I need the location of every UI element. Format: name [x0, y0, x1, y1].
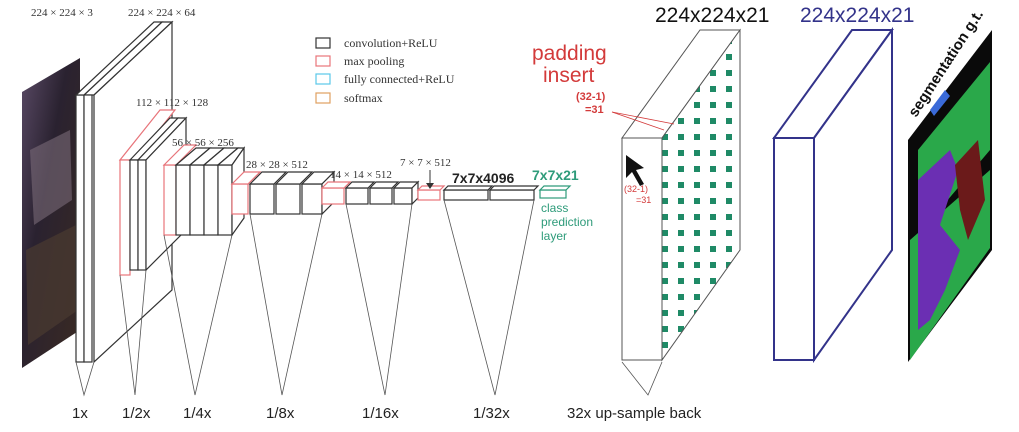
text-layer: 224 × 224 × 3 224 × 224 × 64 112 × 112 ×…: [31, 4, 987, 422]
dim-class: 7x7x21: [532, 167, 579, 183]
side-formula-1: (32-1): [624, 184, 648, 194]
scale-upsample: 32x up-sample back: [567, 405, 702, 422]
input-image: [22, 58, 80, 368]
scale-1x: 1x: [72, 405, 88, 422]
class-pred-line2: prediction: [541, 215, 593, 229]
upsampled-label: 224x224x21: [655, 4, 769, 27]
scale-1-2x: 1/2x: [122, 405, 151, 422]
dim-conv4: 28 × 28 × 512: [246, 159, 308, 171]
dim-conv1: 224 × 224 × 64: [128, 7, 196, 19]
class-pred-line3: layer: [541, 229, 567, 243]
scale-1-8x: 1/8x: [266, 405, 295, 422]
side-formula-2: =31: [636, 195, 651, 205]
legend-pool: max pooling: [344, 54, 404, 68]
output-block: [772, 26, 894, 364]
scale-1-32x: 1/32x: [473, 405, 510, 422]
padding-formula-1: (32-1): [576, 91, 606, 103]
conv4-block: [230, 170, 336, 216]
upsampled-block: [611, 28, 741, 362]
scale-funnels: [75, 199, 663, 397]
dim-fc: 7x7x4096: [452, 170, 515, 186]
legend-swatches: [315, 37, 331, 104]
cursor-icon: [626, 155, 644, 186]
output-label: 224x224x21: [800, 4, 914, 27]
conv3-block: [162, 144, 246, 237]
conv1-block: [74, 20, 174, 364]
class-pred-line1: class: [541, 201, 568, 215]
scale-1-16x: 1/16x: [362, 405, 399, 422]
dim-conv5: 14 × 14 × 512: [330, 169, 392, 181]
fc-block: [416, 185, 572, 201]
dim-conv2: 112 × 112 × 128: [136, 97, 209, 109]
padding-title-2: insert: [543, 64, 595, 87]
conv5-block: [320, 180, 420, 206]
padding-title-1: padding: [532, 42, 607, 65]
legend-conv: convolution+ReLU: [344, 36, 438, 50]
dim-input: 224 × 224 × 3: [31, 7, 93, 19]
dim-pool5: 7 × 7 × 512: [400, 157, 451, 169]
padding-formula-2: =31: [585, 104, 604, 116]
legend-fc: fully connected+ReLU: [344, 72, 455, 86]
dim-conv3: 56 × 56 × 256: [172, 137, 234, 149]
segmentation-gt: [908, 30, 992, 362]
legend-softmax: softmax: [344, 91, 383, 105]
pool5-arrow-head: [426, 183, 434, 189]
scale-1-4x: 1/4x: [183, 405, 212, 422]
